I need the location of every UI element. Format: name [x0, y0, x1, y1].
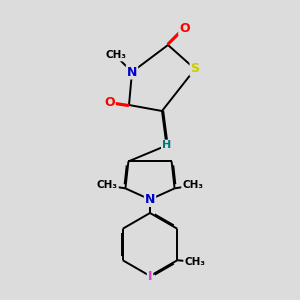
Text: O: O: [104, 95, 115, 109]
Text: CH₃: CH₃: [184, 257, 205, 267]
Text: N: N: [145, 193, 155, 206]
Text: CH₃: CH₃: [182, 180, 203, 190]
Text: CH₃: CH₃: [97, 180, 118, 190]
Text: H: H: [162, 140, 171, 151]
Text: N: N: [127, 65, 137, 79]
Text: O: O: [179, 22, 190, 35]
Text: I: I: [148, 269, 152, 283]
Text: S: S: [190, 62, 200, 76]
Text: CH₃: CH₃: [105, 50, 126, 61]
